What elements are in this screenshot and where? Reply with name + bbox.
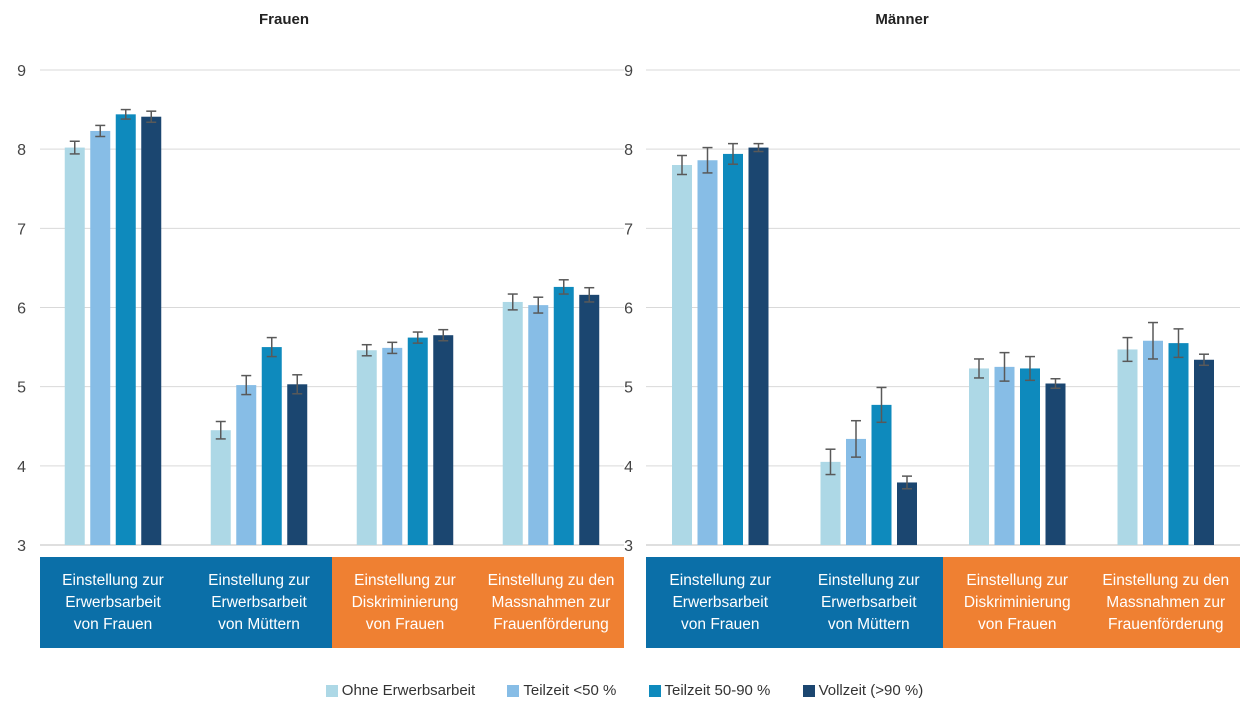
bar bbox=[528, 305, 549, 545]
legend-label: Vollzeit (>90 %) bbox=[818, 682, 924, 699]
category-label-box bbox=[646, 557, 795, 648]
bar bbox=[994, 366, 1015, 545]
category-label: von Frauen bbox=[681, 616, 759, 633]
category-label: von Frauen bbox=[366, 616, 444, 633]
legend: Ohne Erwerbsarbeit Teilzeit <50 % Teilze… bbox=[0, 682, 1249, 701]
y-tick-label: 8 bbox=[17, 142, 26, 159]
legend-swatch-ohne-erwerbsarbeit bbox=[325, 684, 338, 697]
bar bbox=[871, 404, 892, 545]
legend-label: Teilzeit 50-90 % bbox=[664, 682, 771, 699]
category-label-box bbox=[332, 557, 478, 648]
legend-item-teilzeit-unter-50: Teilzeit <50 % bbox=[507, 682, 616, 699]
bar bbox=[820, 461, 841, 545]
legend-label: Ohne Erwerbsarbeit bbox=[341, 682, 476, 699]
y-tick-label: 9 bbox=[17, 63, 26, 80]
category-label: Frauenförderung bbox=[493, 616, 608, 633]
category-label: Erwerbsarbeit bbox=[672, 594, 768, 611]
category-label: Einstellung zu den bbox=[488, 572, 615, 589]
y-tick-label: 6 bbox=[624, 301, 633, 318]
y-tick-label: 6 bbox=[17, 301, 26, 318]
y-tick-label: 4 bbox=[624, 459, 633, 476]
bar bbox=[1143, 340, 1163, 545]
bar bbox=[579, 294, 600, 545]
category-label: Einstellung zur bbox=[62, 572, 164, 589]
panel-title: Männer bbox=[875, 11, 929, 28]
bar bbox=[672, 165, 692, 545]
legend-item-ohne-erwerbsarbeit: Ohne Erwerbsarbeit bbox=[325, 682, 476, 699]
y-tick-label: 8 bbox=[624, 142, 633, 159]
category-label: Einstellung zur bbox=[354, 572, 456, 589]
category-label: Diskriminierung bbox=[964, 594, 1071, 611]
y-tick-label: 3 bbox=[17, 538, 26, 555]
y-tick-label: 7 bbox=[17, 221, 26, 238]
category-label-box bbox=[478, 557, 624, 648]
category-label: von Frauen bbox=[978, 616, 1056, 633]
bar bbox=[1117, 349, 1138, 545]
bar bbox=[115, 114, 136, 545]
category-label: Einstellung zur bbox=[818, 572, 920, 589]
legend-item-vollzeit: Vollzeit (>90 %) bbox=[802, 682, 924, 699]
category-label: Erwerbsarbeit bbox=[65, 594, 161, 611]
category-label: Einstellung zur bbox=[669, 572, 771, 589]
legend-item-teilzeit-50-90: Teilzeit 50-90 % bbox=[648, 682, 771, 699]
bar bbox=[141, 116, 162, 545]
category-label: Diskriminierung bbox=[352, 594, 459, 611]
y-tick-label: 5 bbox=[624, 380, 633, 397]
panel-title: Frauen bbox=[259, 11, 309, 28]
category-label-box bbox=[1091, 557, 1240, 648]
bar bbox=[969, 368, 989, 545]
bar bbox=[897, 482, 917, 545]
category-label: Massnahmen zur bbox=[1106, 594, 1225, 611]
category-label: Einstellung zur bbox=[208, 572, 310, 589]
category-label: Einstellung zu den bbox=[1102, 572, 1229, 589]
bar bbox=[748, 147, 769, 546]
bar bbox=[1020, 368, 1040, 545]
category-label: Erwerbsarbeit bbox=[211, 594, 307, 611]
category-label: von Frauen bbox=[74, 616, 152, 633]
y-tick-label: 7 bbox=[624, 221, 633, 238]
bar bbox=[1045, 383, 1066, 545]
category-label: Einstellung zur bbox=[966, 572, 1068, 589]
bar bbox=[287, 384, 308, 545]
bar bbox=[433, 335, 454, 545]
category-label: von Müttern bbox=[828, 616, 910, 633]
bar bbox=[210, 430, 231, 545]
bar bbox=[1168, 343, 1189, 545]
bar bbox=[723, 153, 743, 545]
y-tick-label: 9 bbox=[624, 63, 633, 80]
bar bbox=[1194, 359, 1214, 545]
category-label-box bbox=[40, 557, 186, 648]
bar bbox=[261, 347, 282, 545]
bar bbox=[407, 337, 428, 545]
bar bbox=[502, 301, 523, 545]
bar bbox=[90, 130, 111, 546]
y-tick-label: 5 bbox=[17, 380, 26, 397]
legend-label: Teilzeit <50 % bbox=[523, 682, 617, 699]
category-label-box bbox=[186, 557, 332, 648]
category-label-box bbox=[794, 557, 943, 648]
category-label: Frauenförderung bbox=[1108, 616, 1223, 633]
category-label: Massnahmen zur bbox=[492, 594, 611, 611]
bar bbox=[236, 385, 257, 545]
category-label: Erwerbsarbeit bbox=[821, 594, 917, 611]
legend-swatch-vollzeit bbox=[802, 684, 815, 697]
bar bbox=[64, 147, 85, 546]
y-tick-label: 3 bbox=[624, 538, 633, 555]
category-label: von Müttern bbox=[218, 616, 300, 633]
bar bbox=[382, 347, 403, 545]
bar bbox=[846, 438, 866, 545]
bar bbox=[697, 160, 718, 545]
bar bbox=[356, 350, 377, 545]
bar bbox=[553, 286, 574, 545]
y-tick-label: 4 bbox=[17, 459, 26, 476]
legend-swatch-teilzeit-50-90 bbox=[648, 684, 661, 697]
legend-swatch-teilzeit-unter-50 bbox=[507, 684, 520, 697]
category-label-box bbox=[943, 557, 1092, 648]
